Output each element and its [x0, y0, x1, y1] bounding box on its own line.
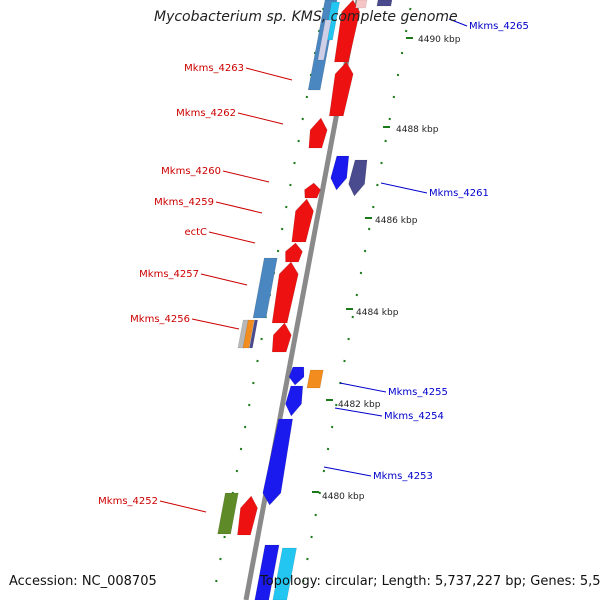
tick-label: 4480 kbp	[322, 492, 365, 502]
label-leader-line	[245, 67, 293, 81]
tick-label: 4484 kbp	[356, 308, 399, 318]
gene-block	[249, 319, 259, 349]
gene-label: Mkms_4260	[161, 166, 221, 177]
label-leader-line	[380, 182, 428, 194]
gene-arrow	[271, 261, 299, 324]
gene-block	[254, 544, 280, 600]
gene-label: Mkms_4256	[130, 314, 190, 325]
gene-label: Mkms_4259	[154, 197, 214, 208]
tick-label: 4488 kbp	[396, 125, 439, 135]
label-leader-line	[448, 18, 468, 27]
label-leader-line	[339, 382, 387, 393]
gene-arrow	[334, 0, 361, 63]
gene-block	[355, 0, 368, 9]
label-leader-line	[334, 407, 383, 417]
label-leader-line	[208, 231, 256, 244]
gene-arrow	[271, 322, 292, 353]
gene-label: Mkms_4253	[373, 471, 433, 482]
kbp-ticks: 4490 kbp 4488 kbp 4486 kbp 4484 kbp 4482 kbp…	[312, 35, 461, 502]
genome-summary-text: Topology: circular; Length: 5,737,227 bp…	[260, 574, 600, 589]
gene-arrow	[330, 155, 350, 191]
gene-label: Mkms_4263	[184, 63, 244, 74]
gene-label: Mkms_4265	[469, 21, 529, 32]
gene-arrow	[308, 117, 328, 149]
gene-label: Mkms_4262	[176, 108, 236, 119]
accession-text: Accession: NC_008705	[9, 574, 157, 589]
gene-arrow	[237, 495, 258, 536]
genes	[217, 0, 393, 600]
gene-block	[317, 19, 332, 61]
label-leader-line	[191, 318, 240, 330]
gene-arrow	[285, 385, 304, 417]
gene-arrow	[262, 418, 293, 506]
gene-label: Mkms_4261	[429, 188, 489, 199]
label-leader-line	[200, 273, 248, 286]
gene-label: Mkms_4255	[388, 387, 448, 398]
gene-arrow	[328, 61, 354, 117]
gene-block	[306, 369, 324, 389]
label-leader-line	[237, 112, 284, 125]
gene-arrow	[348, 159, 368, 197]
gene-label: Mkms_4257	[139, 269, 199, 280]
tick-label: 4490 kbp	[418, 35, 461, 45]
tick-label: 4486 kbp	[375, 216, 418, 226]
tick-label: 4482 kbp	[338, 400, 381, 410]
gene-block	[242, 319, 255, 349]
gene-label: Mkms_4252	[98, 496, 158, 507]
gene-block	[252, 257, 278, 319]
gene-arrow	[304, 182, 321, 199]
gene-block	[272, 547, 297, 600]
gene-label: ectC	[184, 227, 207, 238]
gene-arrow	[288, 366, 305, 386]
gene-arrow	[291, 198, 314, 243]
label-leader-line	[215, 201, 263, 214]
label-leader-line	[159, 500, 207, 513]
label-leader-line	[323, 466, 372, 477]
map-title: Mycobacterium sp. KMS, complete genome	[154, 9, 458, 25]
gene-arrow	[285, 242, 303, 263]
gene-label: Mkms_4254	[384, 411, 444, 422]
gene-block	[376, 0, 393, 7]
label-leader-line	[222, 170, 270, 183]
gene-labels: Mkms_4263 Mkms_4262 Mkms_4260 Mkms_4259 ectC…	[98, 18, 529, 513]
dotted-guides	[215, 7, 412, 583]
gene-block	[217, 492, 239, 535]
